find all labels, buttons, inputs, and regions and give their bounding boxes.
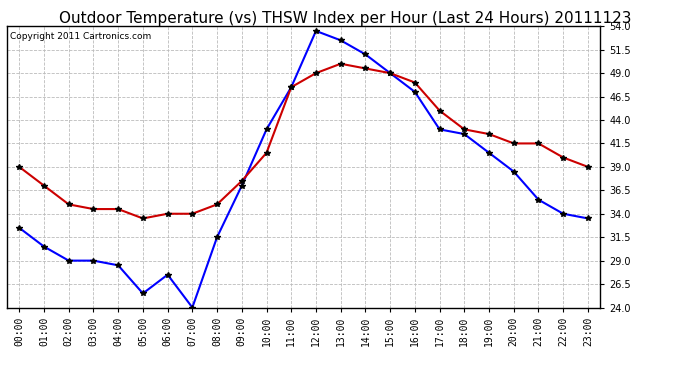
Text: Copyright 2011 Cartronics.com: Copyright 2011 Cartronics.com (10, 32, 151, 41)
Text: Outdoor Temperature (vs) THSW Index per Hour (Last 24 Hours) 20111123: Outdoor Temperature (vs) THSW Index per … (59, 11, 631, 26)
